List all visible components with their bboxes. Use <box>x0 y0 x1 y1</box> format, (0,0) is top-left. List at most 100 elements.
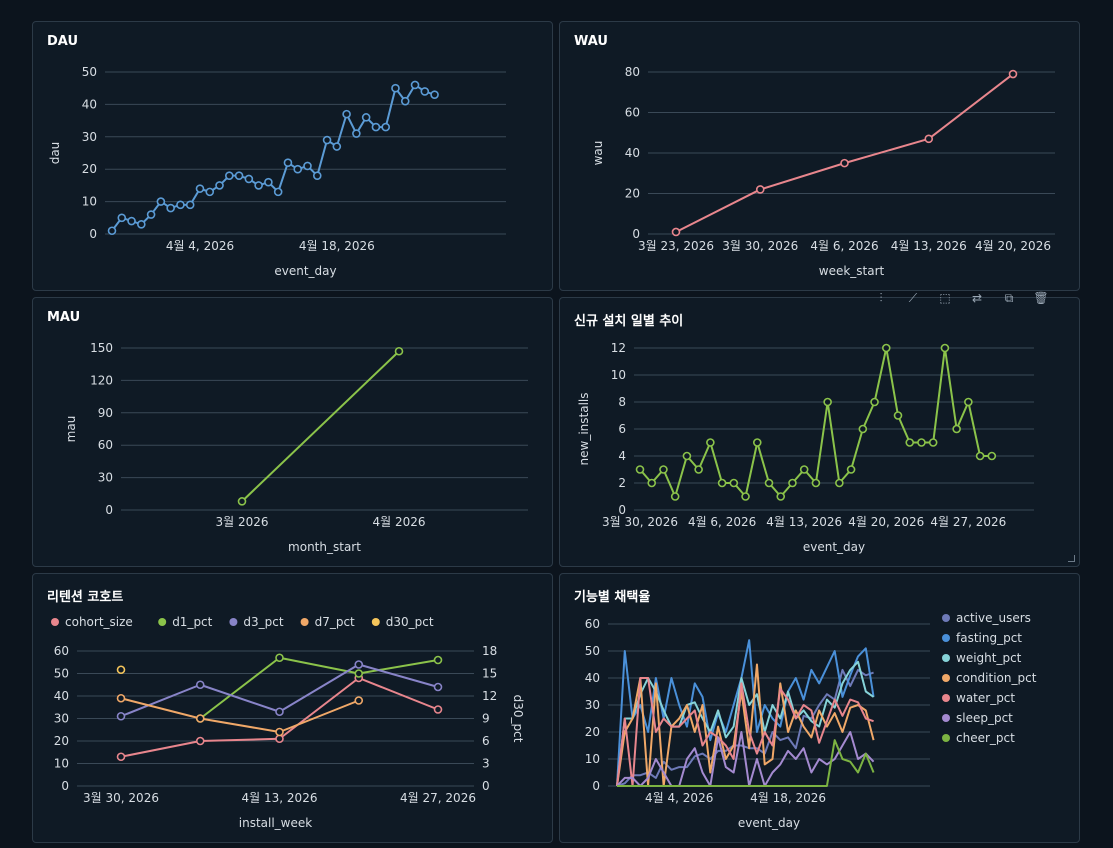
copy-icon[interactable]: ⧉ <box>1004 290 1014 305</box>
installs-series-point <box>788 478 797 488</box>
features-panel: 기능별 채택율 0 10 20 30 40 50 60 event_day 4월 4, 2026… <box>559 573 1080 843</box>
dau-series-point <box>215 181 224 190</box>
mau-series-point <box>394 346 404 356</box>
y-right-tick-label: 3 <box>482 757 490 771</box>
installs-series-point <box>776 492 786 501</box>
x-tick-label: 4월 27, 2026 <box>930 515 1006 529</box>
installs-series-point <box>706 438 715 447</box>
dau-series-point <box>264 177 273 187</box>
wau-title: WAU <box>574 34 608 49</box>
installs-series-point <box>870 397 879 407</box>
y-right-axis-label: d30_pct <box>511 695 525 743</box>
legend-label: active_users <box>956 611 1031 625</box>
dau-series-point <box>283 158 293 168</box>
dau-series-point <box>391 83 400 93</box>
installs-series-point <box>635 465 645 474</box>
legend-marker <box>51 618 59 626</box>
installs-series-point <box>975 451 985 461</box>
x-tick-label: 4월 2026 <box>372 515 425 529</box>
x-tick-label: 4월 27, 2026 <box>400 791 476 805</box>
wau-chart: 0 20 40 60 80 wau week_start 3월 23, 2026 3월 30, … <box>591 65 1055 278</box>
x-tick-label: 3월 30, 2026 <box>602 515 678 529</box>
x-tick-label: 4월 18, 2026 <box>299 239 375 253</box>
installs-series-point <box>881 343 891 353</box>
retention-cohort_size-point <box>195 736 205 746</box>
chart-line-icon[interactable]: ⟋ <box>908 290 918 305</box>
y-tick-label: 8 <box>618 395 626 409</box>
y-tick-label: 0 <box>61 779 69 793</box>
retention-d3_pct-point <box>433 682 443 692</box>
y-tick-label: 30 <box>54 712 69 726</box>
features-series-line <box>616 677 874 787</box>
retention-d7_pct-point <box>195 714 205 723</box>
y-right-tick-label: 18 <box>482 644 497 658</box>
retention-cohort_size-point <box>433 705 443 714</box>
legend-label: d30_pct <box>386 615 434 629</box>
x-axis-label: week_start <box>819 264 885 278</box>
legend-marker <box>942 674 950 682</box>
legend-marker <box>158 618 167 626</box>
installs-panel[interactable]: 신규 설치 일별 추이 0 2 4 6 8 10 12 new_installs event_d… <box>559 297 1080 567</box>
legend-marker <box>942 734 950 742</box>
installs-series-point <box>799 465 809 474</box>
y-tick-label: 10 <box>611 368 626 382</box>
retention-cohort_size-line <box>120 677 439 758</box>
installs-series-point <box>940 343 950 353</box>
dau-series-point <box>361 113 371 122</box>
retention-title: 리텐션 코호트 <box>47 590 124 605</box>
legend-marker <box>942 714 950 722</box>
x-tick-label: 3월 2026 <box>215 515 268 529</box>
features-series-line <box>616 660 875 787</box>
y-tick-label: 12 <box>611 341 626 355</box>
x-tick-label: 4월 13, 2026 <box>766 515 842 529</box>
resize-handle[interactable] <box>1068 555 1075 562</box>
legend-marker <box>942 694 950 702</box>
dau-series-point <box>166 203 175 213</box>
filter-icon[interactable]: ⫶ <box>879 290 883 305</box>
wau-series-point <box>755 185 765 194</box>
swap-icon[interactable]: ⇄ <box>971 291 983 305</box>
dau-series-point <box>293 164 303 174</box>
dau-series-point <box>332 142 342 151</box>
y-tick-label: 0 <box>592 779 600 793</box>
legend-marker <box>942 634 950 642</box>
legend-marker <box>942 654 950 662</box>
installs-series-point <box>764 478 774 488</box>
x-tick-label: 4월 6, 2026 <box>810 239 878 253</box>
legend-label: fasting_pct <box>956 631 1022 645</box>
y-tick-label: 30 <box>585 698 600 712</box>
y-tick-label: 50 <box>585 644 600 658</box>
installs-series-point <box>823 397 832 407</box>
legend-label: d3_pct <box>243 615 283 629</box>
trash-icon[interactable]: 🗑 <box>1033 291 1049 305</box>
installs-series-point <box>893 411 903 420</box>
wau-series-point <box>1008 69 1018 79</box>
y-right-tick-label: 12 <box>482 689 497 703</box>
y-tick-label: 0 <box>632 227 640 241</box>
y-tick-label: 0 <box>89 227 97 241</box>
legend-marker <box>942 614 950 622</box>
cursor-select-icon[interactable]: ⬚ <box>939 291 951 305</box>
dau-series-point <box>185 200 195 210</box>
installs-series-point <box>952 424 961 434</box>
y-tick-label: 60 <box>54 644 69 658</box>
x-tick-label: 4월 18, 2026 <box>750 791 826 805</box>
installs-series-point <box>811 478 821 488</box>
retention-d1_pct-line <box>199 656 439 720</box>
y-tick-label: 10 <box>585 752 600 766</box>
retention-d7_pct-point <box>354 696 364 705</box>
features-series-line <box>616 668 874 787</box>
retention-d30_pct-point <box>116 665 126 675</box>
dau-series-point <box>273 187 283 197</box>
y-tick-label: 0 <box>618 503 626 517</box>
installs-series-line <box>639 347 992 498</box>
mau-title: MAU <box>47 310 81 325</box>
dau-chart: 0 10 20 30 40 50 dau event_day 4월 4, 2026 4월 18, … <box>48 65 506 278</box>
installs-title: 신규 설치 일별 추이 <box>574 314 684 329</box>
dau-series-point <box>137 219 146 229</box>
y-tick-label: 20 <box>54 734 69 748</box>
dau-series-point <box>400 96 410 106</box>
panel-toolbar: ⫶ ⟋ ⬚ ⇄ ⧉ 🗑 <box>870 289 1052 307</box>
installs-series-point <box>846 465 856 474</box>
installs-series-point <box>694 465 703 474</box>
